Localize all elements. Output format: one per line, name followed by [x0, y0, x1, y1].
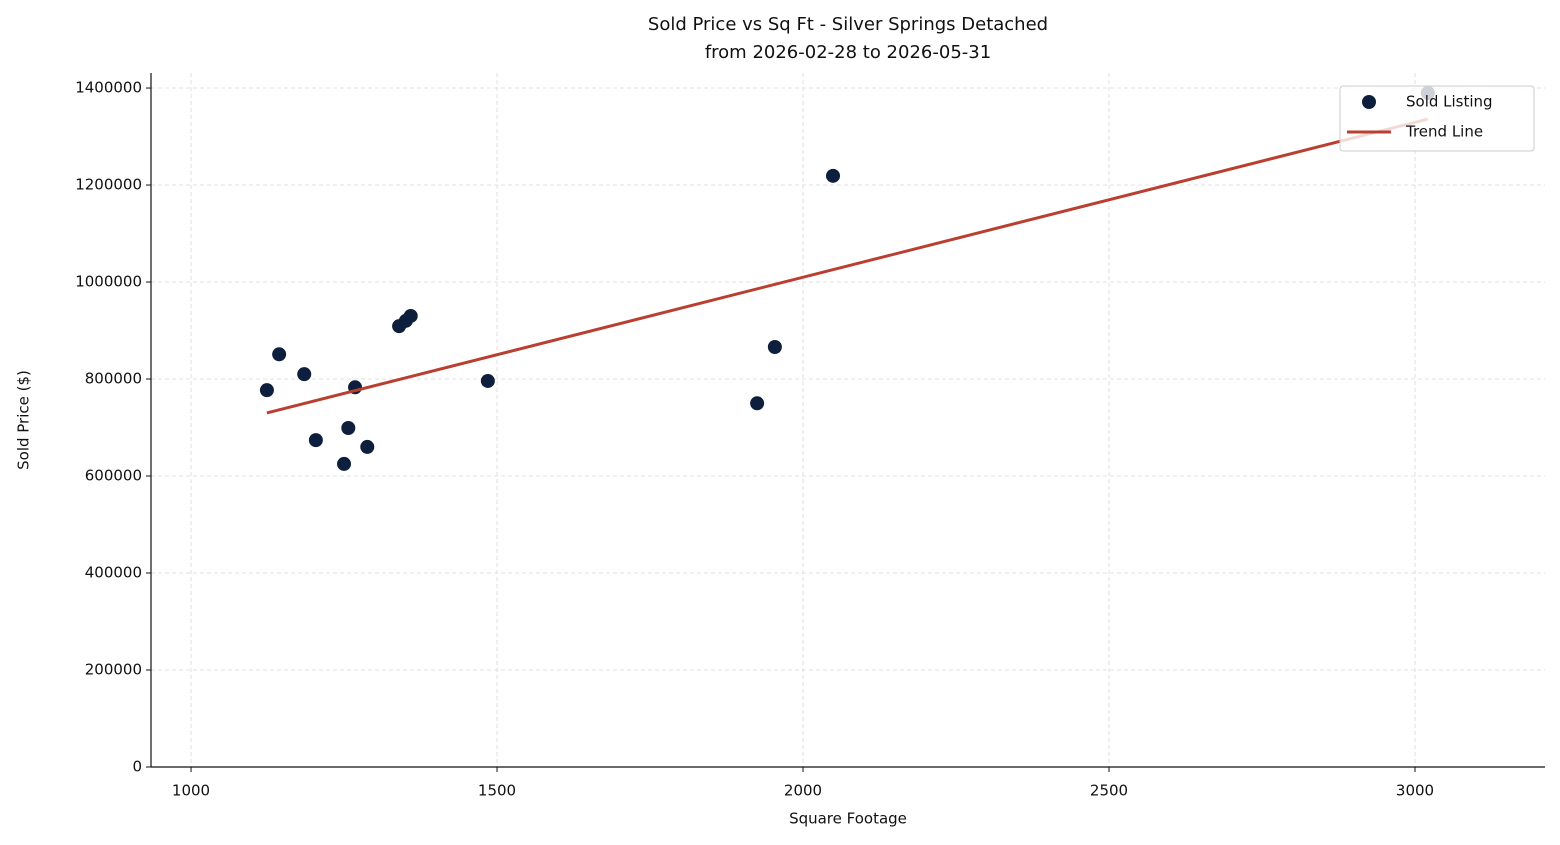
y-tick-label: 600000 — [85, 467, 142, 485]
x-tick-label: 2500 — [1090, 782, 1128, 800]
point — [360, 439, 375, 454]
y-tick-label: 200000 — [85, 661, 142, 679]
point — [259, 383, 274, 398]
point — [337, 456, 352, 471]
legend-label: Trend Line — [1405, 123, 1483, 141]
point — [767, 340, 782, 355]
y-tick-label: 800000 — [85, 370, 142, 388]
x-tick-label: 3000 — [1396, 782, 1434, 800]
point — [297, 367, 312, 382]
chart-title: Sold Price vs Sq Ft - Silver Springs Det… — [648, 14, 1048, 35]
y-tick-label: 1200000 — [75, 176, 142, 194]
y-tick-label: 1000000 — [75, 273, 142, 291]
trend-line — [266, 117, 1429, 415]
chart-subtitle: from 2026-02-28 to 2026-05-31 — [705, 42, 991, 63]
y-tick-label: 1400000 — [75, 79, 142, 97]
legend-marker — [1362, 95, 1376, 109]
point — [403, 308, 418, 323]
legend-label: Sold Listing — [1406, 93, 1493, 111]
x-tick-label: 1000 — [172, 782, 210, 800]
y-tick-label: 0 — [132, 758, 142, 776]
point — [308, 433, 323, 448]
point — [750, 396, 765, 411]
x-tick-label: 2000 — [784, 782, 822, 800]
point — [480, 373, 495, 388]
x-axis-label: Square Footage — [789, 810, 907, 828]
point — [341, 421, 356, 436]
y-tick-label: 400000 — [85, 564, 142, 582]
point — [826, 168, 841, 183]
point — [272, 347, 287, 362]
legend-box — [1339, 85, 1535, 152]
x-tick-label: 1500 — [478, 782, 516, 800]
y-axis-label: Sold Price ($) — [15, 370, 33, 470]
